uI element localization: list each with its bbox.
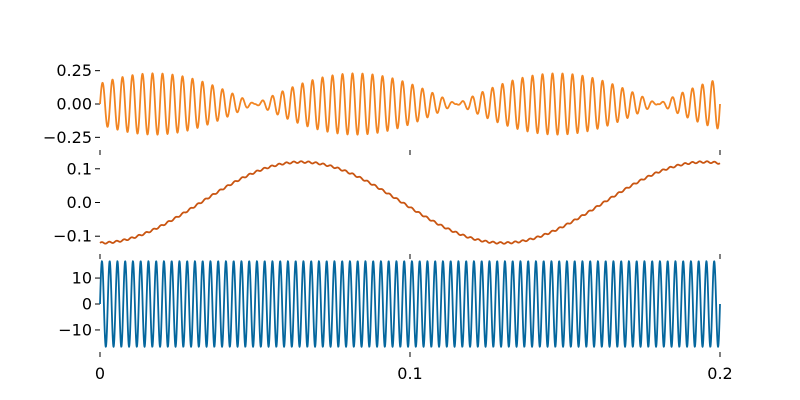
panel-1-ytick-label-1: 0.25 [56, 61, 92, 80]
panel-3-ytick-label-1: 10 [72, 269, 92, 288]
panel-3-series-line-1 [99, 260, 721, 348]
xtick-label-3: 0.2 [707, 364, 732, 383]
panel-3-ytick-label-3: −10 [58, 320, 92, 339]
panel-2-series-line-1 [99, 160, 721, 245]
panel-1-series-line-1 [99, 72, 721, 136]
panel-3: 10 0 −10 0 0.1 0.2 [58, 260, 733, 383]
panel-2-ytick-label-3: −0.1 [53, 227, 92, 246]
panel-2: 0.1 0.0 −0.1 [53, 159, 721, 259]
panel-1-ytick-label-2: 0.00 [56, 95, 92, 114]
xtick-label-2: 0.1 [397, 364, 422, 383]
panel-1: 0.25 0.00 −0.25 [43, 61, 721, 155]
xtick-label-1: 0 [95, 364, 105, 383]
panel-1-ytick-label-3: −0.25 [43, 128, 92, 147]
panel-2-ytick-label-2: 0.0 [67, 193, 92, 212]
panel-3-ytick-label-2: 0 [82, 295, 92, 314]
panel-2-ytick-label-1: 0.1 [67, 159, 92, 178]
